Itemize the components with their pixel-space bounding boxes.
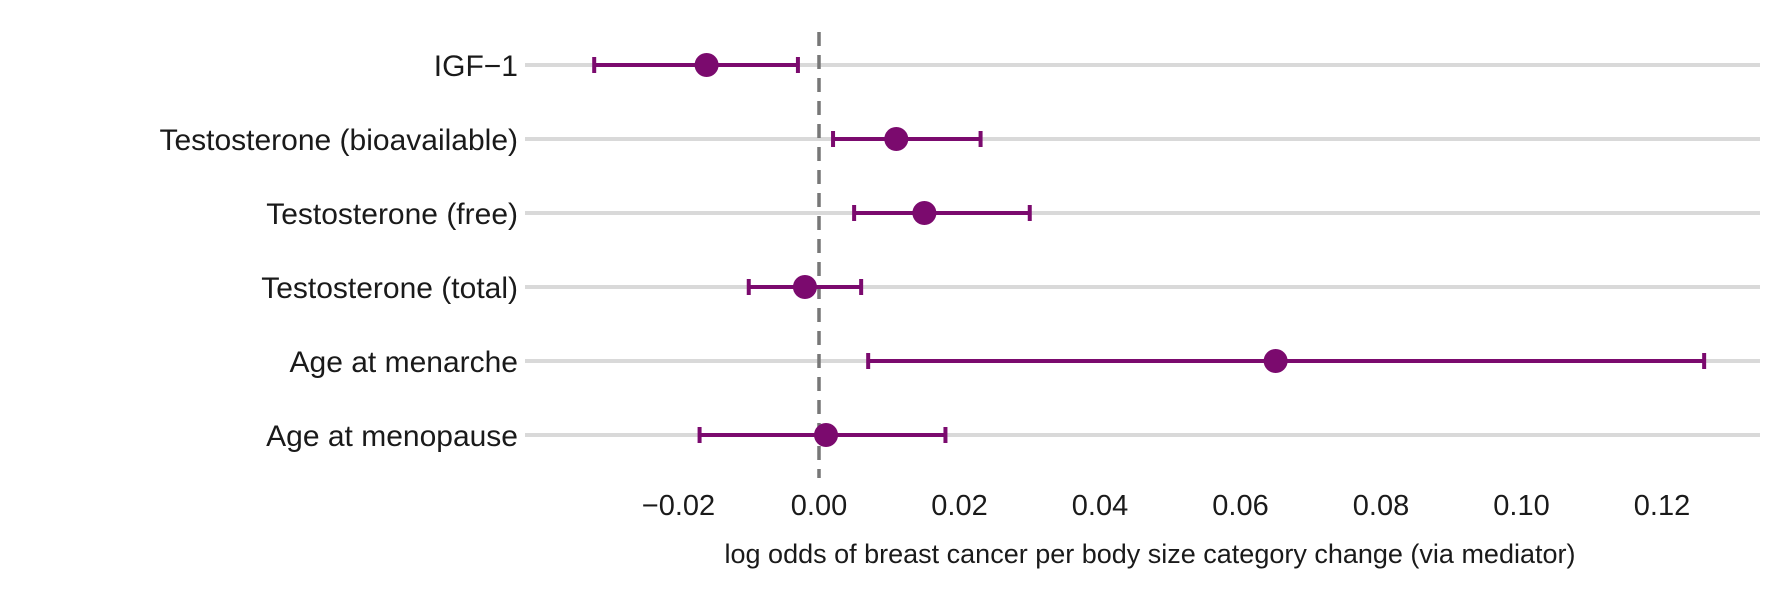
x-tick-label: 0.12 — [1634, 490, 1690, 522]
x-tick-label: 0.04 — [1072, 490, 1128, 522]
point-estimate — [792, 275, 817, 299]
x-axis-label: log odds of breast cancer per body size … — [725, 539, 1576, 569]
x-tick-label: 0.08 — [1353, 490, 1409, 522]
point-estimate — [694, 53, 719, 77]
estimates — [592, 53, 1707, 447]
x-tick-label: 0.06 — [1212, 490, 1268, 522]
grid-lines — [525, 63, 1760, 437]
point-estimate — [884, 127, 909, 151]
x-tick-label: 0.10 — [1493, 490, 1549, 522]
row-label: Testosterone (bioavailable) — [159, 124, 518, 157]
x-tick-label: −0.02 — [642, 490, 715, 522]
row-label: IGF−1 — [434, 50, 518, 83]
row-label: Testosterone (free) — [266, 198, 518, 231]
row-label: Age at menopause — [266, 420, 518, 453]
point-estimate — [1263, 349, 1288, 373]
row-label: Age at menarche — [290, 346, 518, 379]
point-estimate — [814, 423, 839, 447]
y-axis-labels: IGF−1 Testosterone (bioavailable) Testoste… — [159, 50, 518, 453]
x-tick-label: 0.02 — [931, 490, 987, 522]
point-estimate — [912, 201, 937, 225]
x-axis-ticks: −0.02 0.00 0.02 0.04 0.06 0.08 0.10 0.12 — [642, 490, 1690, 522]
row-label: Testosterone (total) — [261, 272, 518, 305]
x-tick-label: 0.00 — [791, 490, 847, 522]
